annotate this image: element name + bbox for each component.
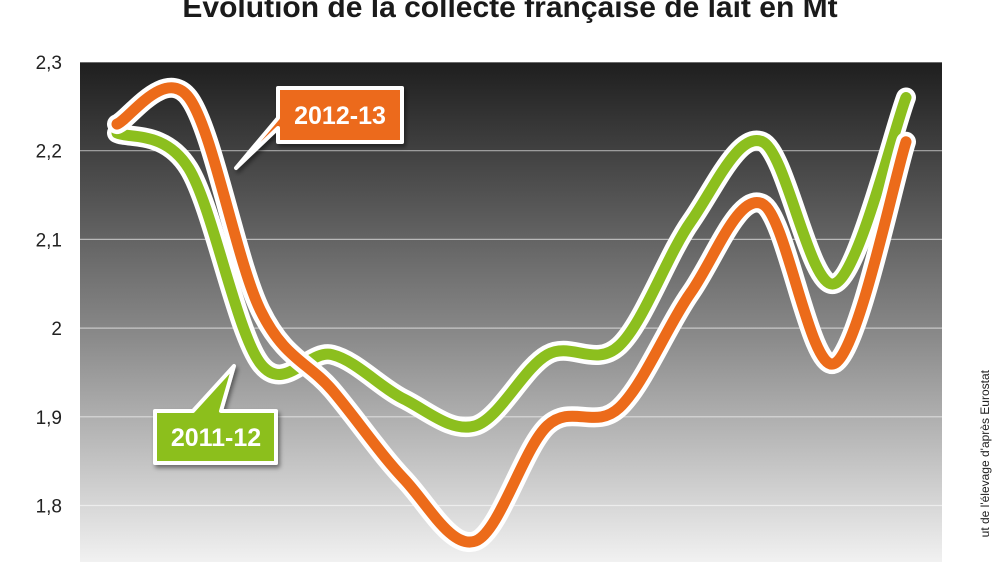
callout-2011-12 xyxy=(153,364,278,465)
callout-2011-12-label: 2011-12 xyxy=(171,424,261,452)
callout-2012-13-box xyxy=(234,86,404,170)
series-line-2011-12 xyxy=(111,92,912,433)
y-tick-label: 2,3 xyxy=(36,53,62,74)
source-note: ut de l'élevage d'après Eurostat xyxy=(978,369,992,537)
y-tick-label: 2 xyxy=(51,319,62,340)
y-tick-label: 2,1 xyxy=(36,230,62,251)
callout-2011-12-box xyxy=(153,364,278,465)
callout-2012-13-label: 2012-13 xyxy=(294,102,386,130)
chart-title: Évolution de la collecte française de la… xyxy=(182,0,837,24)
series-line-2012-13 xyxy=(111,82,912,548)
y-tick-label: 2,2 xyxy=(36,142,62,163)
y-tick-label: 1,8 xyxy=(36,497,62,518)
callout-2012-13 xyxy=(234,86,404,170)
y-tick-label: 1,9 xyxy=(36,408,62,429)
series-lines xyxy=(107,78,916,552)
y-axis-ticks: 2,3 2,2 2,1 2 1,9 1,8 xyxy=(36,53,62,518)
